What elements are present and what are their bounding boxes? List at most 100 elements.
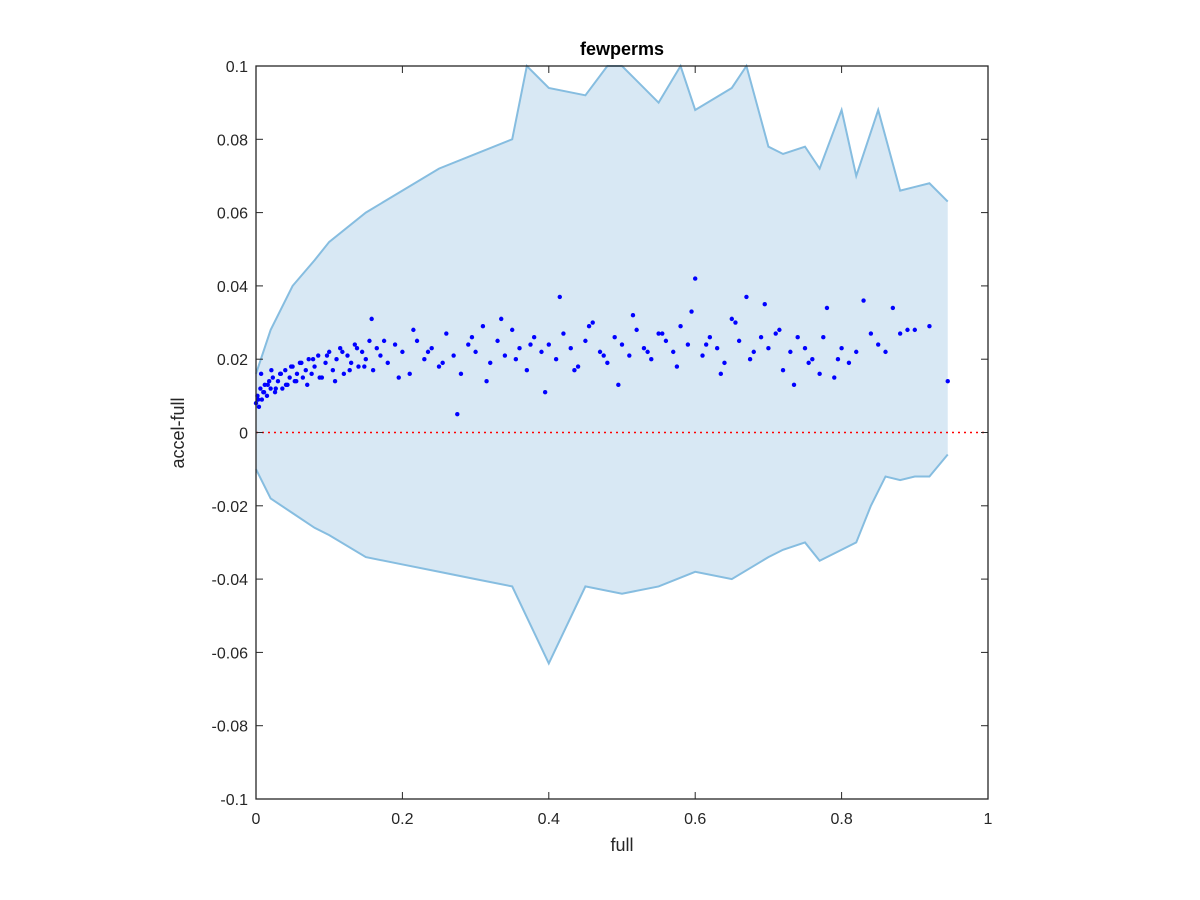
scatter-point: [261, 389, 267, 395]
scatter-point: [627, 353, 632, 358]
x-tick-label: 0.8: [830, 811, 852, 828]
scatter-point: [583, 338, 588, 344]
plot-area: [253, 63, 988, 666]
scatter-point: [306, 357, 311, 362]
scatter-point: [411, 327, 416, 333]
scatter-point: [480, 324, 486, 329]
scatter-point: [912, 327, 917, 333]
scatter-point: [876, 342, 881, 347]
scatter-point: [674, 364, 680, 369]
scatter-point: [612, 335, 617, 340]
scatter-point: [700, 353, 705, 358]
scatter-point: [546, 342, 551, 347]
scatter-point: [264, 393, 270, 399]
x-axis: 0 0.2 0.4 0.6 0.8 1: [252, 66, 993, 828]
scatter-point: [278, 371, 284, 377]
x-tick-label: 0.6: [684, 811, 706, 828]
scatter-point: [605, 360, 610, 366]
x-tick-label: 0.2: [391, 811, 413, 828]
scatter-point: [385, 360, 390, 366]
scatter-point: [586, 324, 592, 329]
scatter-point: [645, 349, 650, 355]
scatter-point: [528, 342, 533, 347]
scatter-point: [766, 346, 771, 351]
scatter-point: [334, 357, 339, 362]
scatter-point: [341, 371, 347, 377]
scatter-point: [649, 357, 654, 362]
scatter-point: [303, 367, 308, 373]
scatter-point: [616, 382, 621, 388]
x-tick-label: 0: [252, 811, 261, 828]
scatter-point: [256, 404, 262, 410]
scatter-point: [660, 331, 665, 336]
scatter-point: [905, 327, 910, 333]
scatter-point: [269, 367, 274, 373]
scatter-point: [352, 342, 358, 347]
scatter-point: [396, 375, 401, 380]
scatter-point: [407, 371, 412, 377]
scatter-point: [312, 364, 317, 369]
scatter-point: [255, 397, 261, 402]
scatter-point: [806, 360, 811, 366]
scatter-point: [821, 335, 826, 340]
scatter-point: [810, 357, 815, 362]
scatter-point: [707, 335, 713, 340]
x-axis-title: full: [610, 835, 633, 855]
scatter-point: [802, 346, 808, 351]
scatter-point: [524, 367, 530, 373]
chart-title: fewperms: [580, 39, 664, 59]
scatter-point: [455, 411, 460, 417]
scatter-point: [539, 349, 544, 355]
scatter-point: [718, 371, 724, 377]
scatter-point: [553, 357, 559, 362]
scatter-point: [309, 371, 314, 377]
y-tick-label: 0.06: [217, 206, 248, 223]
scatter-point: [273, 386, 278, 391]
y-tick-label: -0.06: [212, 645, 249, 662]
y-tick-label: 0.1: [226, 59, 248, 76]
scatter-point: [557, 294, 562, 300]
scatter-point: [466, 342, 471, 347]
scatter-point: [630, 313, 636, 318]
scatter-point: [287, 375, 292, 380]
y-tick-label: 0.02: [217, 352, 248, 369]
scatter-point: [268, 386, 273, 391]
scatter-point: [854, 349, 859, 355]
y-tick-label: 0.04: [217, 279, 248, 296]
scatter-point: [370, 367, 376, 373]
scatter-point: [678, 324, 683, 329]
scatter-point: [324, 353, 330, 358]
scatter-point: [575, 364, 581, 369]
scatter-point: [266, 378, 272, 384]
scatter-point: [597, 349, 603, 355]
scatter-point: [689, 309, 694, 314]
scatter-point: [780, 367, 786, 373]
scatter-point: [305, 382, 310, 388]
scatter-point: [258, 371, 264, 377]
scatter-point: [258, 386, 263, 391]
scatter-point: [363, 357, 368, 362]
scatter-point: [517, 346, 522, 351]
scatter-point: [348, 360, 354, 366]
scatter-point: [634, 327, 639, 333]
scatter-point: [378, 353, 383, 358]
scatter-point: [265, 382, 270, 388]
y-tick-label: -0.04: [212, 572, 249, 589]
scatter-point: [897, 331, 903, 336]
y-tick-label: 0: [239, 426, 248, 443]
y-axis-title: accel-full: [168, 397, 188, 468]
scatter-point: [354, 346, 360, 351]
scatter-point: [327, 349, 332, 355]
y-axis: -0.1 -0.08 -0.06 -0.04 -0.02 0 0.02 0.04 0.06 0.0…: [212, 59, 988, 809]
x-tick-label: 0.4: [538, 811, 560, 828]
scatter-point: [502, 353, 508, 358]
upper-band-line: [255, 63, 949, 375]
scatter-point: [773, 331, 778, 336]
scatter-point: [300, 375, 306, 380]
scatter-point: [729, 316, 734, 322]
scatter-point: [619, 342, 625, 347]
y-tick-label: -0.1: [220, 792, 248, 809]
scatter-point: [736, 338, 742, 344]
scatter-point: [663, 338, 669, 344]
